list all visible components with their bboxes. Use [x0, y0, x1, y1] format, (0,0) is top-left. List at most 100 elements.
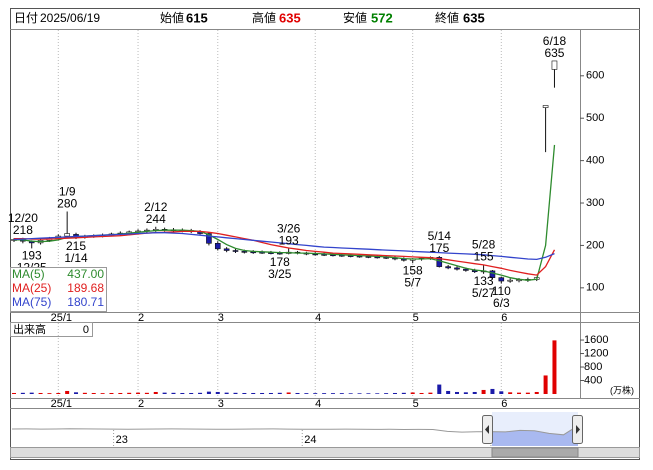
- volume-label-box: [10, 322, 93, 337]
- candle-body: [206, 233, 212, 244]
- annotation-value: 155: [474, 250, 494, 264]
- x-tick-label: 5: [413, 312, 419, 324]
- candle-body: [463, 268, 469, 271]
- candle-body: [232, 250, 239, 252]
- navigator-area: [492, 425, 578, 446]
- moving-average-line: [13, 232, 555, 261]
- y-tick-label: 800: [584, 361, 602, 373]
- volume-bar: [446, 390, 451, 394]
- legend-name: MA(5): [12, 267, 45, 281]
- legend-name: MA(25): [12, 281, 51, 295]
- volume-bar: [144, 392, 149, 394]
- volume-bar: [100, 393, 105, 394]
- field-label: 終値: [435, 10, 459, 25]
- volume-bar: [392, 392, 397, 394]
- annotation-value: 193: [279, 234, 299, 248]
- volume-bar: [525, 392, 530, 394]
- annotation-value: 280: [57, 197, 77, 211]
- y-tick-label: 1200: [584, 347, 608, 359]
- volume-bar: [260, 392, 265, 394]
- candle-body: [223, 248, 230, 251]
- candle-body: [64, 233, 70, 237]
- annotation-date: 3/25: [268, 267, 292, 281]
- candle-body: [241, 251, 248, 253]
- annotation-date: 5/27: [472, 286, 496, 300]
- volume-bar: [357, 393, 362, 394]
- volume-bar: [348, 393, 353, 394]
- annotation-date: 12/20: [8, 211, 38, 225]
- x-tick-label: 24: [304, 434, 316, 446]
- field-value: 635: [279, 10, 301, 25]
- volume-bar: [472, 391, 477, 394]
- y-tick-label: 200: [586, 239, 604, 251]
- legend-name: MA(75): [12, 295, 51, 309]
- candle-body: [454, 267, 460, 270]
- x-tick-label: 25/1: [51, 398, 72, 410]
- volume-bar: [38, 392, 43, 394]
- volume-bar: [224, 392, 229, 394]
- volume-bar: [162, 392, 167, 394]
- x-tick-label: 4: [315, 312, 321, 324]
- y-tick-label: 400: [586, 155, 604, 167]
- volume-bar: [481, 389, 486, 394]
- field-value: 572: [371, 10, 393, 25]
- volume-bar: [499, 391, 504, 394]
- legend-value: 180.71: [67, 295, 104, 309]
- x-tick-label: 2: [138, 312, 144, 324]
- legend-value: 437.00: [67, 267, 104, 281]
- annotation-value: 244: [146, 212, 166, 226]
- volume-bar: [437, 384, 442, 394]
- y-tick-label: 600: [586, 70, 604, 82]
- candle-body: [445, 266, 451, 269]
- volume-bar: [339, 393, 344, 394]
- volume-bar: [127, 392, 132, 394]
- volume-bar: [455, 391, 459, 394]
- annotation-date: 6/3: [493, 296, 510, 310]
- annotation-date: 3/26: [277, 222, 301, 236]
- date: 2025/06/19: [40, 11, 100, 25]
- scrollbar[interactable]: [10, 447, 640, 458]
- volume-bar: [136, 392, 141, 394]
- annotation-value: 218: [13, 223, 33, 237]
- volume-bar: [65, 390, 70, 394]
- volume-bar: [118, 392, 123, 394]
- candle-body: [214, 243, 221, 250]
- volume-bar: [384, 393, 389, 394]
- handle-arrow: [576, 425, 580, 434]
- handle-arrow: [485, 425, 489, 434]
- volume-bar: [74, 392, 79, 394]
- volume-bar: [233, 392, 238, 394]
- volume-bar: [322, 393, 327, 394]
- volume-bar: [286, 392, 291, 394]
- volume-bar: [20, 392, 25, 394]
- volume-bar: [171, 392, 176, 394]
- annotation-value: 178: [270, 255, 290, 269]
- scroll-thumb[interactable]: [491, 447, 579, 458]
- header: 日付 2025/06/19: [14, 11, 100, 25]
- volume-bar: [401, 392, 406, 394]
- volume-bar: [375, 393, 380, 394]
- volume-bar: [189, 392, 194, 394]
- volume-bar: [242, 392, 247, 394]
- y-tick-label: 400: [584, 374, 602, 386]
- y-tick-label: 100: [586, 282, 604, 294]
- field-label: 始値: [160, 10, 184, 25]
- candle-body: [542, 105, 549, 108]
- volume-bar: [490, 388, 495, 394]
- volume-title: 出来高: [13, 322, 46, 336]
- annotation-value: 133: [474, 274, 494, 288]
- moving-average-line: [14, 230, 556, 276]
- candle-body: [498, 277, 505, 282]
- legend-value: 189.68: [67, 281, 104, 295]
- annotation-date: 1/9: [59, 185, 76, 199]
- volume-bar: [313, 393, 318, 394]
- x-tick-label: 23: [116, 434, 128, 446]
- x-tick-label: 6: [501, 312, 507, 324]
- volume-bar: [463, 392, 468, 394]
- annotation-value: 215: [66, 239, 86, 253]
- volume-bar: [206, 391, 211, 394]
- field-value: 615: [186, 10, 208, 25]
- field-value: 635: [463, 10, 485, 25]
